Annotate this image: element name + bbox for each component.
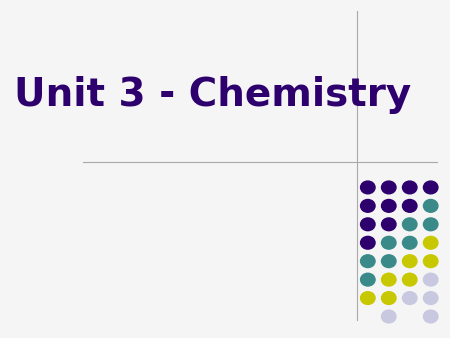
Circle shape [402,255,417,268]
Circle shape [382,310,396,323]
Circle shape [382,292,396,305]
Circle shape [423,310,438,323]
Circle shape [402,181,417,194]
Circle shape [360,218,375,231]
Circle shape [360,273,375,286]
Circle shape [382,273,396,286]
Circle shape [423,199,438,212]
Text: Unit 3 - Chemistry: Unit 3 - Chemistry [14,76,411,114]
Circle shape [360,181,375,194]
Circle shape [360,236,375,249]
Circle shape [423,236,438,249]
Circle shape [423,181,438,194]
Circle shape [382,199,396,212]
Circle shape [423,218,438,231]
Circle shape [423,255,438,268]
Circle shape [402,292,417,305]
Circle shape [402,273,417,286]
Circle shape [423,273,438,286]
Circle shape [382,181,396,194]
Circle shape [402,236,417,249]
Circle shape [382,218,396,231]
Circle shape [360,292,375,305]
Circle shape [382,236,396,249]
Circle shape [360,199,375,212]
Circle shape [402,218,417,231]
Circle shape [360,255,375,268]
Circle shape [402,199,417,212]
Circle shape [382,255,396,268]
Circle shape [423,292,438,305]
